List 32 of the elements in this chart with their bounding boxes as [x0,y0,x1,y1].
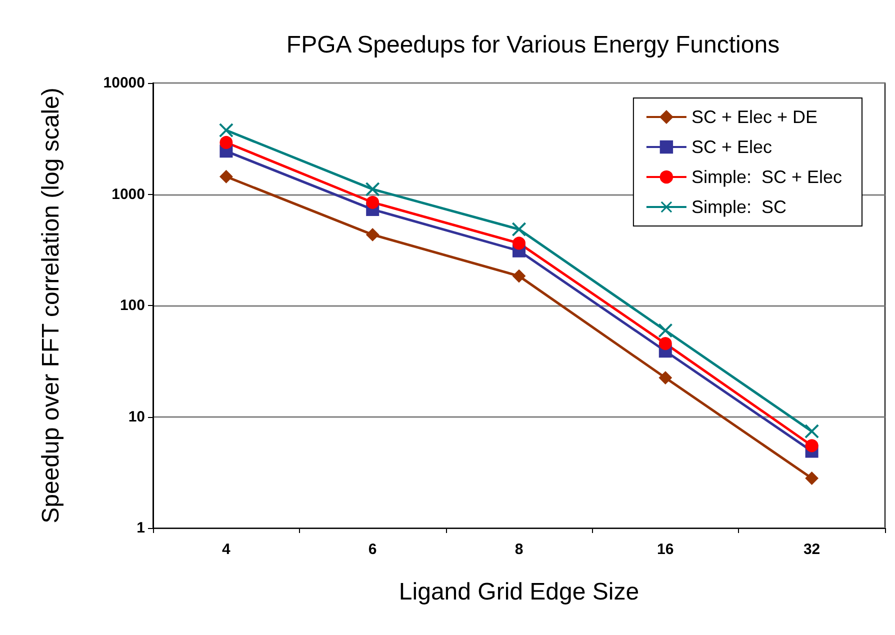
point [220,170,233,184]
point [658,324,672,338]
legend-label: Simple: SC + Elec [691,167,842,187]
point [805,472,818,485]
x-tick-label: 8 [514,541,524,558]
x-axis-title: Ligand Grid Edge Size [398,578,640,606]
y-tick-label: 10000 [103,74,145,92]
chart-title: FPGA Speedups for Various Energy Functions [286,32,780,58]
point [219,123,234,138]
x-tick-label: 4 [222,541,232,558]
point [512,222,526,236]
y-tick-label: 10 [128,408,145,426]
point [366,182,380,196]
x-tick-label: 32 [803,541,820,558]
legend-label: SC + Elec + DE [691,107,818,127]
y-tick-label: 1000 [112,186,145,203]
point [366,196,380,209]
point [366,228,380,242]
x-tick-label: 6 [368,541,377,558]
point [220,136,233,149]
legend-label: SC + Elec [691,137,772,157]
point [804,424,819,438]
legend-label: Simple: SC [691,197,786,217]
y-tick-label: 1 [136,520,145,536]
x-tick-label: 16 [657,541,674,558]
point [512,236,526,250]
y-tick-label: 100 [120,297,145,314]
point [512,270,526,283]
point [658,337,672,350]
y-axis-title: Speedup over FFT correlation (log scale) [38,88,64,524]
point [658,371,672,384]
point [805,439,818,452]
